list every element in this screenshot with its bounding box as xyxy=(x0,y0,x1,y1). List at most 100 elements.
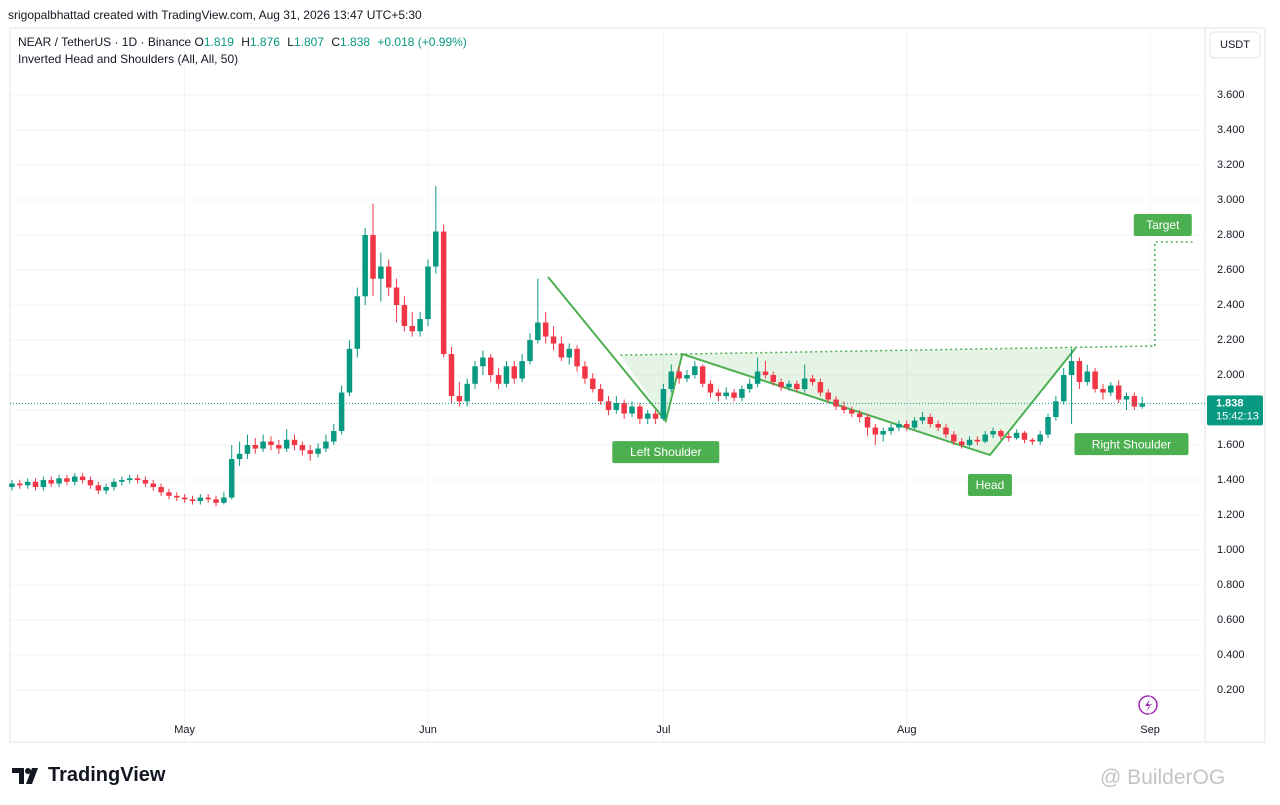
candle-body xyxy=(268,441,274,446)
candle-body xyxy=(1139,403,1145,407)
candle-body xyxy=(849,410,855,414)
candle-body xyxy=(495,375,502,384)
candle-body xyxy=(338,392,345,432)
candle-body xyxy=(574,348,580,367)
candle-body xyxy=(1115,385,1122,400)
candle-body xyxy=(260,441,266,449)
candle-body xyxy=(668,371,675,390)
y-tick-label: 0.200 xyxy=(1217,684,1245,696)
candle-body xyxy=(158,487,164,493)
y-tick-label: 0.800 xyxy=(1217,579,1245,591)
watermark: @ BuilderOG xyxy=(1100,766,1226,789)
x-tick-label: May xyxy=(174,724,195,736)
candle-body xyxy=(393,287,400,306)
y-tick-label: 1.000 xyxy=(1217,544,1245,556)
y-tick-label: 2.400 xyxy=(1217,299,1245,311)
candle-body xyxy=(550,336,557,344)
candle-body xyxy=(72,476,78,482)
candle-body xyxy=(958,441,965,446)
candle-body xyxy=(1053,401,1059,418)
candle-body xyxy=(841,406,847,411)
change: +0.018 (+0.99%) xyxy=(377,35,467,49)
candle-body xyxy=(354,296,361,349)
y-tick-label: 2.600 xyxy=(1217,264,1245,276)
open: 1.819 xyxy=(203,35,234,49)
candle-body xyxy=(307,450,313,454)
candle-body xyxy=(205,497,211,500)
candle-body xyxy=(801,378,808,390)
candle-body xyxy=(778,382,784,388)
candle-body xyxy=(692,366,698,376)
candle-body xyxy=(252,445,259,449)
candle-body xyxy=(982,434,988,442)
pattern-label: Right Shoulder xyxy=(1092,437,1171,451)
pattern-fill xyxy=(620,345,1155,456)
close: 1.838 xyxy=(340,35,371,49)
alert-icon[interactable] xyxy=(1138,695,1158,715)
candle-body xyxy=(762,371,769,376)
candle-body xyxy=(472,366,478,384)
candle-body xyxy=(134,478,141,481)
y-tick-label: 2.200 xyxy=(1217,334,1245,346)
candle-body xyxy=(817,382,824,393)
candle-body xyxy=(456,396,463,402)
candle-body xyxy=(166,492,172,496)
candle-body xyxy=(103,487,109,491)
candle-body xyxy=(888,427,894,432)
y-tick-label: 1.600 xyxy=(1217,439,1245,451)
candle-body xyxy=(24,481,31,486)
candle-body xyxy=(856,413,863,418)
candle-body xyxy=(911,420,918,428)
candle-body xyxy=(558,343,565,358)
candle-body xyxy=(707,383,714,393)
candle-body xyxy=(189,499,196,502)
candle-body xyxy=(966,439,973,446)
candle-body xyxy=(943,427,949,435)
candle-body xyxy=(464,383,470,402)
candle-body xyxy=(990,431,996,435)
candle-body xyxy=(590,378,596,390)
candle-body xyxy=(919,417,926,421)
brand: TradingView xyxy=(12,764,165,787)
low: 1.807 xyxy=(293,35,325,49)
candle-body xyxy=(181,497,188,500)
y-tick-label: 0.400 xyxy=(1217,649,1245,661)
candle-body xyxy=(221,497,227,503)
candle-body xyxy=(370,235,376,279)
candle-body xyxy=(927,417,934,425)
candle-body xyxy=(880,431,886,435)
legend: NEAR / TetherUS · 1D · Binance O1.819 H1… xyxy=(18,34,471,68)
candle-body xyxy=(644,413,651,419)
y-tick-label: 1.400 xyxy=(1217,474,1245,486)
candle-body xyxy=(346,348,353,393)
candle-body xyxy=(64,478,70,482)
candle-body xyxy=(213,499,219,503)
candles xyxy=(9,186,1145,507)
ohlc-letter: H xyxy=(241,35,250,49)
candle-body xyxy=(605,401,612,411)
candle-body xyxy=(903,424,910,428)
candle-body xyxy=(315,448,321,454)
currency-button[interactable] xyxy=(1209,31,1261,59)
candle-body xyxy=(1108,385,1114,393)
candle-body xyxy=(40,480,47,488)
candle-body xyxy=(527,340,533,362)
indicator: Inverted Head and Shoulders (All, All, 5… xyxy=(18,52,239,66)
candle-body xyxy=(597,389,604,402)
candle-body xyxy=(119,480,125,482)
candle-body xyxy=(684,375,690,379)
pattern-label: Left Shoulder xyxy=(630,445,701,459)
candle-body xyxy=(433,231,439,267)
candle-body xyxy=(9,483,15,488)
candle-body xyxy=(951,434,957,442)
candle-body xyxy=(95,485,102,491)
candle-body xyxy=(174,495,180,498)
candle-body xyxy=(809,378,816,383)
candle-body xyxy=(236,453,243,460)
neckline xyxy=(620,345,1155,356)
candle-body xyxy=(872,427,879,435)
candle-body xyxy=(440,231,447,355)
candle-body xyxy=(111,481,117,488)
